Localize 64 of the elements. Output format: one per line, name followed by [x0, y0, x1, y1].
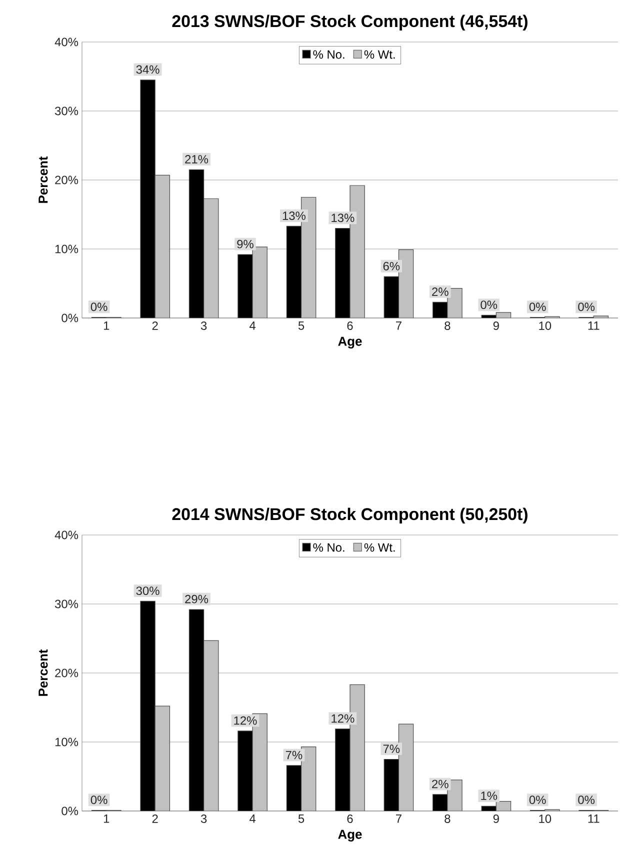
x-axis-title: Age: [338, 830, 362, 842]
x-tick-label: 11: [588, 814, 600, 823]
y-tick-label: 20%: [54, 176, 78, 184]
data-label: 7%: [286, 750, 302, 760]
data-label: 2%: [432, 780, 448, 788]
data-label: 13%: [282, 212, 306, 220]
y-tick-label: 10%: [55, 244, 78, 254]
y-tick-label: 40%: [54, 38, 78, 46]
legend-label: % No.: [313, 543, 344, 552]
x-tick-label: 1: [104, 814, 109, 823]
data-label: 0%: [480, 300, 497, 310]
x-tick-label: 5: [298, 322, 304, 330]
legend-label: % No.: [313, 50, 344, 59]
x-tick-label: 11: [588, 322, 600, 330]
data-label: 0%: [529, 302, 546, 312]
y-tick-label: 40%: [54, 530, 78, 540]
y-tick-label: 30%: [54, 106, 78, 116]
data-label: 0%: [578, 796, 594, 804]
x-tick-label: 4: [249, 814, 256, 823]
x-tick-label: 4: [249, 322, 256, 330]
x-tick-label: 5: [298, 814, 304, 823]
y-tick-label: 10%: [55, 738, 78, 746]
x-tick-label: 9: [493, 814, 499, 823]
y-tick-label: 30%: [54, 600, 78, 608]
data-label: 0%: [90, 796, 108, 804]
x-tick-label: 6: [347, 814, 353, 823]
x-tick-label: 6: [347, 322, 353, 330]
x-axis-title: Age: [338, 336, 362, 348]
data-label: 0%: [578, 302, 594, 312]
data-label: 9%: [237, 240, 254, 248]
data-label: 13%: [331, 214, 354, 222]
x-tick-label: 1: [104, 322, 109, 330]
legend-label: % Wt.: [364, 50, 395, 59]
data-label: 34%: [136, 65, 160, 74]
x-tick-label: 10: [539, 322, 551, 330]
chart-title: 2014 SWNS/BOF Stock Component (50,250t): [172, 508, 528, 524]
x-tick-label: 7: [396, 814, 402, 823]
data-label: 30%: [136, 586, 160, 596]
x-tick-label: 2: [152, 322, 158, 330]
y-tick-label: 20%: [54, 668, 78, 678]
data-label: 6%: [383, 262, 400, 270]
x-tick-label: 3: [200, 814, 206, 823]
x-tick-label: 8: [444, 814, 450, 823]
data-label: 29%: [184, 594, 208, 604]
data-label: 7%: [383, 744, 400, 754]
y-axis-title: Percent: [38, 649, 48, 696]
data-label: 12%: [234, 716, 257, 725]
data-label: 2%: [432, 288, 448, 296]
data-label: 0%: [529, 796, 546, 804]
y-tick-label: 0%: [62, 314, 78, 322]
x-tick-label: 3: [200, 322, 206, 330]
data-label: 1%: [480, 792, 497, 800]
data-label: 12%: [331, 714, 354, 723]
data-label: 21%: [184, 155, 208, 164]
data-label: 0%: [90, 302, 108, 312]
x-tick-label: 2: [152, 814, 158, 823]
x-tick-label: 7: [396, 322, 402, 330]
x-tick-label: 8: [444, 322, 450, 330]
legend-label: % Wt.: [364, 543, 395, 552]
y-tick-label: 0%: [62, 806, 78, 816]
x-tick-label: 9: [493, 322, 499, 330]
chart-title: 2013 SWNS/BOF Stock Component (46,554t): [172, 14, 528, 30]
y-axis-title: Percent: [38, 156, 48, 203]
x-tick-label: 10: [539, 814, 551, 823]
